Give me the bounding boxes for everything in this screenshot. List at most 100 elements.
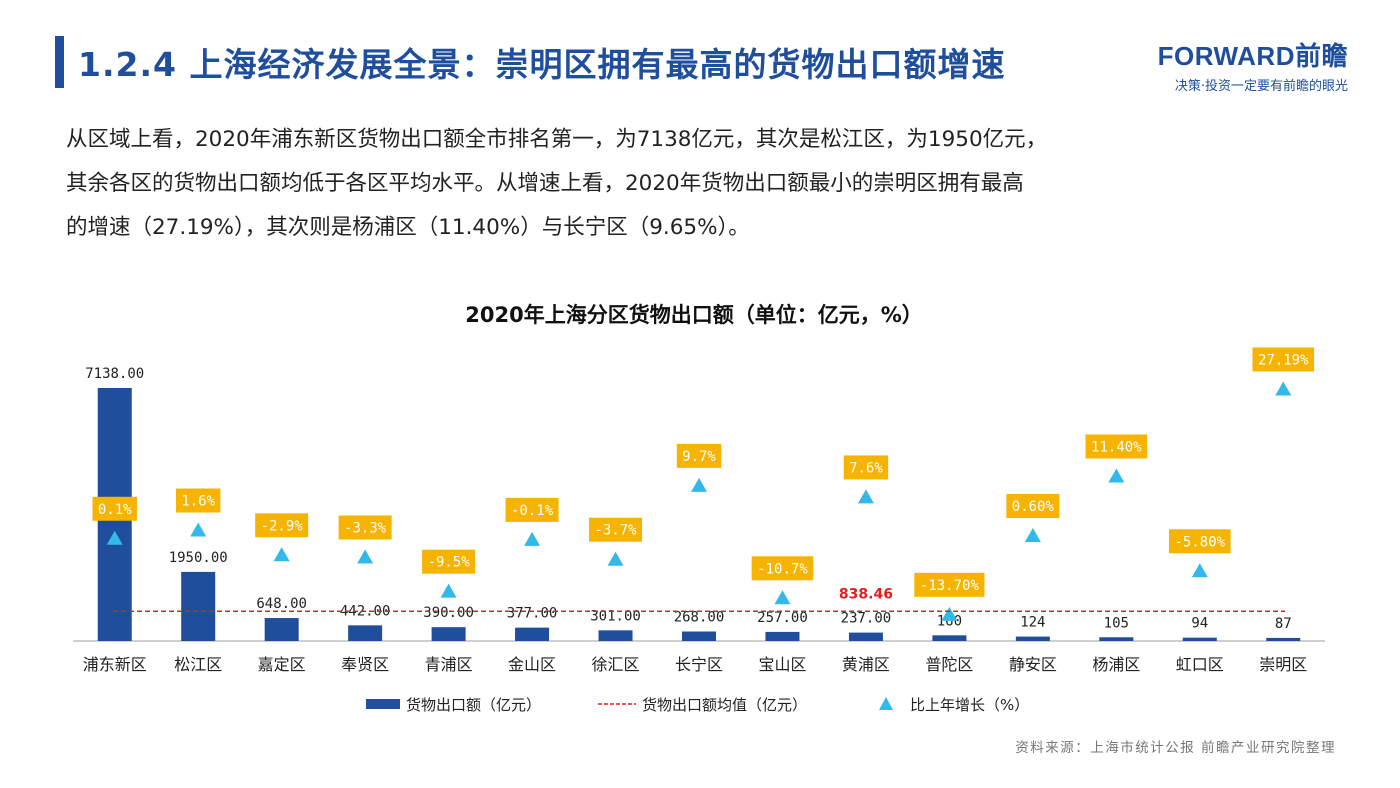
- legend-bar-swatch: [366, 699, 400, 709]
- bar: [682, 631, 716, 641]
- legend-bar-label: 货物出口额（亿元）: [406, 696, 541, 714]
- growth-label-box: [92, 496, 137, 521]
- bar: [765, 631, 800, 641]
- growth-value-label: -3.7%: [594, 523, 637, 539]
- bar-value-label: 268.00: [674, 610, 725, 626]
- growth-marker: [774, 590, 791, 605]
- growth-value-label: -10.7%: [757, 561, 808, 577]
- growth-label-box: [338, 515, 392, 540]
- average-value-label: 838.46: [839, 586, 893, 602]
- bar-value-label: 301.00: [590, 608, 641, 624]
- bar: [515, 627, 550, 641]
- brand-logo: FORWARD前瞻 决策·投资一定要有前瞻的眼光: [1158, 36, 1348, 94]
- growth-marker: [273, 547, 290, 562]
- title-accent-bar: [55, 36, 64, 88]
- bar-value-label: 257.00: [757, 610, 808, 626]
- chart-title: 2020年上海分区货物出口额（单位：亿元，%）: [465, 303, 923, 327]
- growth-marker: [1191, 563, 1208, 578]
- source-note: 资料来源：上海市统计公报 前瞻产业研究院整理: [1015, 740, 1336, 756]
- category-tick-label: 青浦区: [425, 655, 473, 674]
- growth-marker: [106, 530, 123, 545]
- brand-tagline: 决策·投资一定要有前瞻的眼光: [1174, 79, 1348, 94]
- growth-label-box: [505, 497, 559, 522]
- bar-value-label: 94: [1191, 616, 1208, 632]
- growth-marker: [1108, 468, 1125, 483]
- category-tick-label: 嘉定区: [258, 655, 306, 674]
- category-tick-label: 崇明区: [1259, 655, 1307, 674]
- growth-value-label: -13.70%: [920, 578, 980, 594]
- growth-label-box: [914, 572, 985, 597]
- growth-label-box: [1169, 529, 1231, 554]
- category-tick-label: 黄浦区: [842, 655, 890, 674]
- bar-value-label: 160: [937, 613, 962, 629]
- growth-marker: [357, 549, 374, 564]
- intro-line: 其余各区的货物出口额均低于各区平均水平。从增速上看，2020年货物出口额最小的崇…: [66, 171, 1024, 196]
- growth-value-label: 0.60%: [1012, 499, 1055, 515]
- growth-value-label: 11.40%: [1091, 439, 1142, 455]
- growth-value-label: -9.5%: [428, 555, 471, 571]
- chart-legend: 货物出口额（亿元） 货物出口额均值（亿元） 比上年增长（%）: [366, 696, 1029, 714]
- bar: [181, 571, 216, 641]
- category-tick-label: 静安区: [1009, 655, 1057, 674]
- bar: [1266, 637, 1301, 641]
- growth-value-label: 27.19%: [1258, 352, 1309, 368]
- bar: [431, 627, 466, 641]
- growth-value-label: 1.6%: [181, 494, 215, 510]
- page-title: 1.2.4 上海经济发展全景：崇明区拥有最高的货物出口额增速: [78, 45, 1006, 84]
- category-tick-label: 杨浦区: [1092, 655, 1140, 674]
- intro-line: 从区域上看，2020年浦东新区货物出口额全市排名第一，为7138亿元，其次是松江…: [66, 127, 1048, 152]
- category-tick-label: 浦东新区: [83, 655, 147, 674]
- category-tick-label: 普陀区: [925, 655, 973, 674]
- intro-line: 的增速（27.19%），其次则是杨浦区（11.40%）与长宁区（9.65%）。: [66, 215, 750, 240]
- category-tick-label: 虹口区: [1176, 655, 1224, 674]
- legend-marker-label: 比上年增长（%）: [910, 696, 1029, 714]
- growth-marker: [524, 531, 541, 546]
- growth-value-label: 7.6%: [849, 460, 883, 476]
- intro-paragraph: 从区域上看，2020年浦东新区货物出口额全市排名第一，为7138亿元，其次是松江…: [66, 118, 1336, 250]
- bar-value-label: 648.00: [256, 596, 307, 612]
- category-tick-label: 奉贤区: [341, 655, 389, 674]
- growth-marker: [607, 551, 624, 566]
- bar-value-label: 87: [1275, 616, 1292, 632]
- growth-label-box: [255, 513, 309, 538]
- bar: [348, 625, 383, 641]
- bar: [1182, 637, 1217, 641]
- bar: [598, 630, 633, 641]
- growth-label-box: [1006, 494, 1060, 519]
- growth-marker: [691, 477, 707, 492]
- category-tick-label: 宝山区: [758, 655, 806, 674]
- growth-value-label: -2.9%: [261, 518, 304, 534]
- growth-marker: [941, 606, 958, 621]
- bar-value-label: 237.00: [841, 611, 892, 627]
- bar: [848, 632, 883, 641]
- growth-value-label: -5.80%: [1175, 534, 1226, 550]
- bar: [932, 635, 967, 641]
- growth-value-label: -0.1%: [511, 503, 554, 519]
- legend-marker-swatch: [879, 697, 893, 710]
- growth-label-box: [1085, 434, 1148, 459]
- bar-value-label: 1950.00: [169, 550, 228, 566]
- category-tick-label: 金山区: [508, 655, 556, 674]
- growth-marker: [857, 489, 874, 504]
- bar-value-label: 105: [1104, 615, 1129, 631]
- growth-label-box: [751, 556, 814, 581]
- bar-value-label: 377.00: [507, 606, 558, 622]
- category-tick-label: 长宁区: [675, 655, 723, 674]
- growth-label-box: [1252, 347, 1315, 372]
- growth-marker: [190, 522, 207, 537]
- bar: [264, 618, 299, 641]
- bar-value-label: 124: [1020, 615, 1045, 631]
- growth-value-label: 9.7%: [682, 449, 716, 465]
- category-tick-label: 徐汇区: [592, 655, 640, 674]
- bar: [1015, 636, 1050, 641]
- brand-name: FORWARD前瞻: [1157, 41, 1348, 71]
- growth-value-label: 0.1%: [98, 502, 132, 518]
- growth-label-box: [843, 455, 889, 480]
- bar-value-label: 390.00: [423, 605, 474, 621]
- plot-area: 7138.00 浦东新区 0.1% 1950.00 松江区 1.6% 648.00 嘉定区 -2…: [73, 347, 1325, 674]
- growth-marker: [1024, 528, 1041, 543]
- growth-label-box: [422, 549, 476, 574]
- growth-marker: [440, 583, 457, 598]
- growth-label-box: [176, 488, 221, 513]
